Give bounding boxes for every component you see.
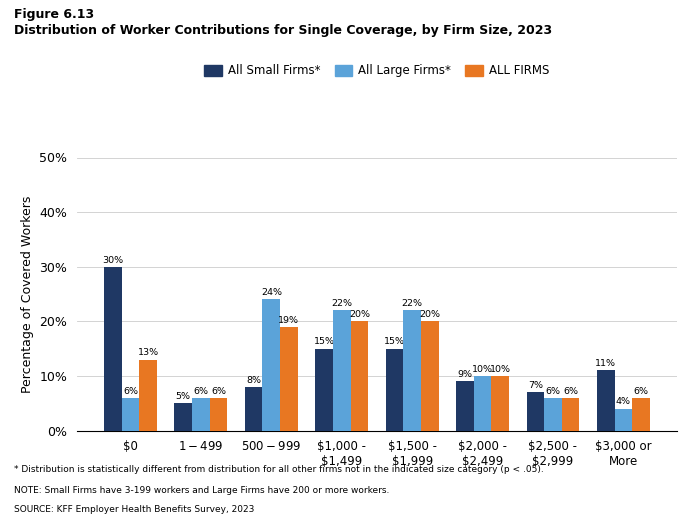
- Y-axis label: Percentage of Covered Workers: Percentage of Covered Workers: [20, 195, 34, 393]
- Text: 9%: 9%: [457, 370, 473, 379]
- Text: 15%: 15%: [313, 338, 334, 346]
- Text: Distribution of Worker Contributions for Single Coverage, by Firm Size, 2023: Distribution of Worker Contributions for…: [14, 24, 552, 37]
- Text: 30%: 30%: [103, 256, 124, 265]
- Text: 6%: 6%: [211, 386, 226, 395]
- Text: 6%: 6%: [563, 386, 578, 395]
- Bar: [403, 310, 421, 430]
- Bar: [121, 398, 140, 430]
- Text: 20%: 20%: [419, 310, 440, 319]
- Bar: [350, 321, 368, 430]
- Text: 6%: 6%: [193, 386, 209, 395]
- Bar: [456, 381, 474, 430]
- Text: 5%: 5%: [176, 392, 191, 401]
- Text: 24%: 24%: [261, 288, 282, 297]
- Bar: [386, 349, 403, 430]
- Bar: [262, 299, 280, 430]
- Bar: [104, 267, 121, 430]
- Text: NOTE: Small Firms have 3-199 workers and Large Firms have 200 or more workers.: NOTE: Small Firms have 3-199 workers and…: [14, 486, 389, 495]
- Text: SOURCE: KFF Employer Health Benefits Survey, 2023: SOURCE: KFF Employer Health Benefits Sur…: [14, 505, 254, 514]
- Legend: All Small Firms*, All Large Firms*, ALL FIRMS: All Small Firms*, All Large Firms*, ALL …: [200, 60, 554, 82]
- Bar: [140, 360, 157, 430]
- Text: 13%: 13%: [138, 348, 158, 358]
- Bar: [562, 398, 579, 430]
- Bar: [174, 403, 192, 430]
- Text: 19%: 19%: [279, 316, 299, 324]
- Text: 20%: 20%: [349, 310, 370, 319]
- Bar: [333, 310, 350, 430]
- Text: 10%: 10%: [489, 365, 511, 374]
- Bar: [209, 398, 228, 430]
- Bar: [614, 408, 632, 430]
- Text: 6%: 6%: [545, 386, 560, 395]
- Text: Figure 6.13: Figure 6.13: [14, 8, 94, 21]
- Text: 11%: 11%: [595, 359, 616, 368]
- Bar: [526, 392, 544, 430]
- Bar: [315, 349, 333, 430]
- Text: 10%: 10%: [472, 365, 493, 374]
- Bar: [491, 376, 509, 430]
- Text: 7%: 7%: [528, 381, 543, 390]
- Text: 22%: 22%: [401, 299, 422, 308]
- Text: 6%: 6%: [634, 386, 648, 395]
- Bar: [245, 387, 262, 430]
- Bar: [597, 371, 614, 430]
- Text: 4%: 4%: [616, 397, 631, 406]
- Bar: [544, 398, 562, 430]
- Bar: [421, 321, 438, 430]
- Text: 8%: 8%: [246, 375, 261, 385]
- Bar: [474, 376, 491, 430]
- Bar: [632, 398, 650, 430]
- Bar: [280, 327, 298, 430]
- Text: * Distribution is statistically different from distribution for all other firms : * Distribution is statistically differen…: [14, 465, 544, 474]
- Text: 22%: 22%: [332, 299, 352, 308]
- Bar: [192, 398, 209, 430]
- Text: 15%: 15%: [384, 338, 405, 346]
- Text: 6%: 6%: [123, 386, 138, 395]
